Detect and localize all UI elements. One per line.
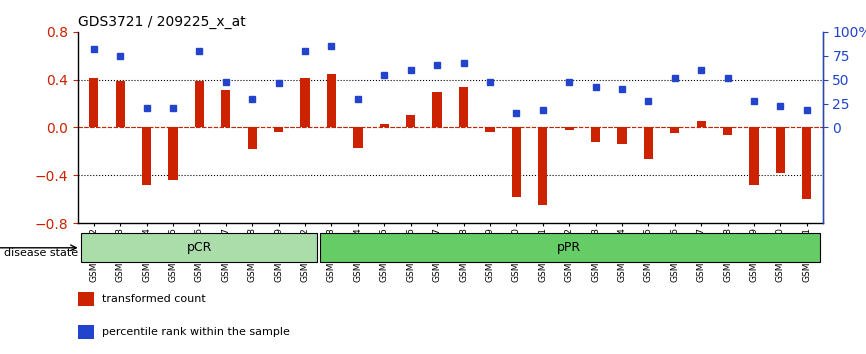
Bar <box>617 127 627 144</box>
Bar <box>406 115 416 127</box>
Bar <box>591 127 600 142</box>
Text: percentile rank within the sample: percentile rank within the sample <box>102 327 289 337</box>
Bar <box>643 127 653 159</box>
Text: pCR: pCR <box>187 241 212 254</box>
Bar <box>221 90 230 127</box>
Bar <box>81 234 317 262</box>
Bar <box>326 74 336 127</box>
Bar <box>432 92 442 127</box>
Bar <box>89 79 99 127</box>
Bar <box>565 127 574 130</box>
Bar <box>776 127 785 173</box>
Bar <box>459 87 469 127</box>
Bar <box>115 81 125 127</box>
Bar <box>301 79 310 127</box>
Bar <box>670 127 680 133</box>
Bar <box>142 127 152 185</box>
Bar <box>78 325 94 339</box>
Bar <box>168 127 178 180</box>
Bar <box>274 127 283 132</box>
Bar <box>485 127 494 132</box>
Bar <box>353 127 363 148</box>
Bar <box>696 121 706 127</box>
Text: pPR: pPR <box>557 241 581 254</box>
Bar <box>78 292 94 307</box>
Text: disease state: disease state <box>4 248 79 258</box>
Bar <box>802 127 811 199</box>
Bar <box>723 127 733 135</box>
Bar <box>538 127 547 205</box>
Bar <box>248 127 257 149</box>
Bar <box>379 124 389 127</box>
Bar <box>320 234 820 262</box>
Bar <box>512 127 521 197</box>
Bar <box>195 81 204 127</box>
Bar <box>749 127 759 185</box>
Text: transformed count: transformed count <box>102 295 205 304</box>
Text: GDS3721 / 209225_x_at: GDS3721 / 209225_x_at <box>78 16 246 29</box>
